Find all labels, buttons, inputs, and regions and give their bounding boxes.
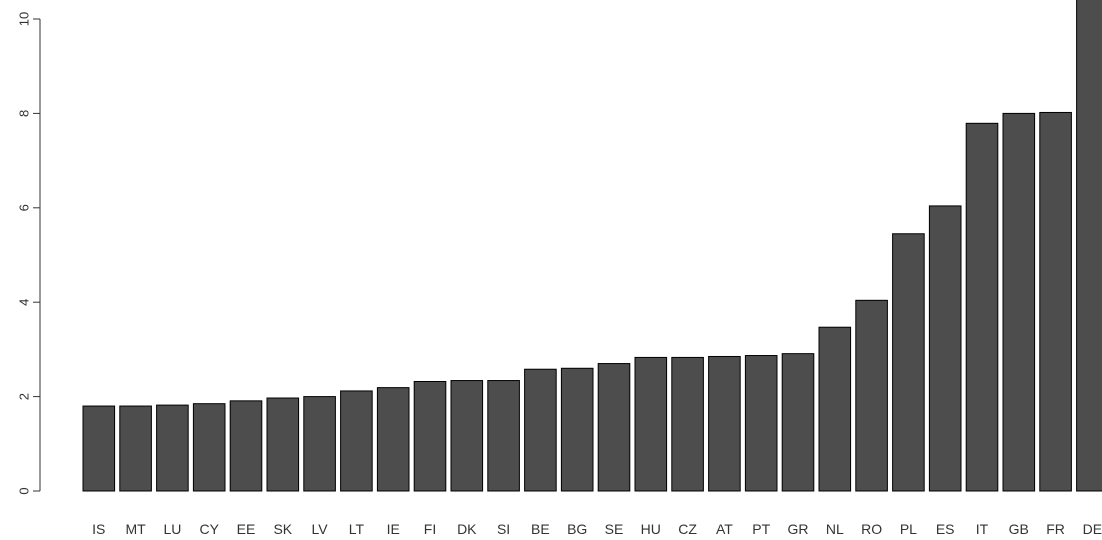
- bar-es: [928, 205, 962, 492]
- x-label-se: SE: [605, 521, 624, 537]
- y-tick-label: 0: [17, 487, 32, 494]
- y-tick-label: 10: [17, 12, 32, 26]
- bar-mt: [119, 405, 152, 492]
- x-label-sk: SK: [273, 521, 292, 537]
- bar-gr: [781, 353, 815, 492]
- x-label-fi: FI: [424, 521, 436, 537]
- x-label-be: BE: [531, 521, 550, 537]
- bar-lt: [340, 390, 373, 492]
- bar-nl: [818, 326, 852, 492]
- x-label-it: IT: [976, 521, 989, 537]
- x-label-es: ES: [936, 521, 955, 537]
- x-label-is: IS: [92, 521, 105, 537]
- x-label-gb: GB: [1009, 521, 1029, 537]
- bar-at: [708, 355, 741, 492]
- bar-gb: [1002, 112, 1036, 492]
- bar-de: [1076, 0, 1102, 492]
- x-label-pt: PT: [752, 521, 770, 537]
- x-label-ee: EE: [237, 521, 256, 537]
- bar-hu: [634, 356, 668, 492]
- x-label-at: AT: [716, 521, 733, 537]
- bar-be: [524, 368, 557, 492]
- bar-is: [82, 405, 116, 492]
- x-label-fr: FR: [1046, 521, 1065, 537]
- x-label-lt: LT: [349, 521, 365, 537]
- x-label-ro: RO: [861, 521, 882, 537]
- x-label-si: SI: [497, 521, 510, 537]
- bar-it: [965, 122, 999, 492]
- bar-lu: [156, 404, 189, 492]
- bar-fr: [1039, 111, 1072, 492]
- x-label-bg: BG: [567, 521, 587, 537]
- bars-group: [82, 0, 1102, 492]
- bar-ie: [376, 387, 410, 492]
- x-label-cy: CY: [199, 521, 219, 537]
- x-label-ie: IE: [387, 521, 400, 537]
- y-tick-label: 2: [17, 393, 32, 400]
- x-label-nl: NL: [826, 521, 844, 537]
- bar-sk: [266, 397, 300, 492]
- x-label-mt: MT: [125, 521, 146, 537]
- x-label-dk: DK: [457, 521, 477, 537]
- bar-cy: [192, 403, 226, 492]
- x-label-lu: LU: [163, 521, 181, 537]
- bar-dk: [450, 380, 484, 492]
- bar-pl: [892, 233, 925, 492]
- y-tick-label: 4: [17, 299, 32, 306]
- x-label-hu: HU: [641, 521, 661, 537]
- y-tick-label: 6: [17, 204, 32, 211]
- y-axis: 0 2 4 6 8 10: [17, 12, 41, 495]
- x-label-lv: LV: [312, 521, 329, 537]
- bar-pt: [744, 355, 778, 492]
- bar-ee: [229, 400, 263, 492]
- x-label-de: DE: [1083, 521, 1102, 537]
- bar-fi: [413, 380, 447, 492]
- bar-lv: [303, 396, 336, 492]
- bar-si: [487, 380, 520, 492]
- x-label-gr: GR: [788, 521, 809, 537]
- x-labels-group: IS MT LU CY EE SK LV LT IE FI DK SI BE BG SE HU CZ AT PT GR…: [92, 521, 1102, 537]
- x-label-cz: CZ: [678, 521, 697, 537]
- bar-cz: [671, 356, 704, 492]
- bar-ro: [855, 299, 888, 492]
- bar-se: [597, 363, 631, 492]
- bar-bg: [560, 367, 594, 492]
- y-tick-label: 8: [17, 110, 32, 117]
- x-label-pl: PL: [900, 521, 917, 537]
